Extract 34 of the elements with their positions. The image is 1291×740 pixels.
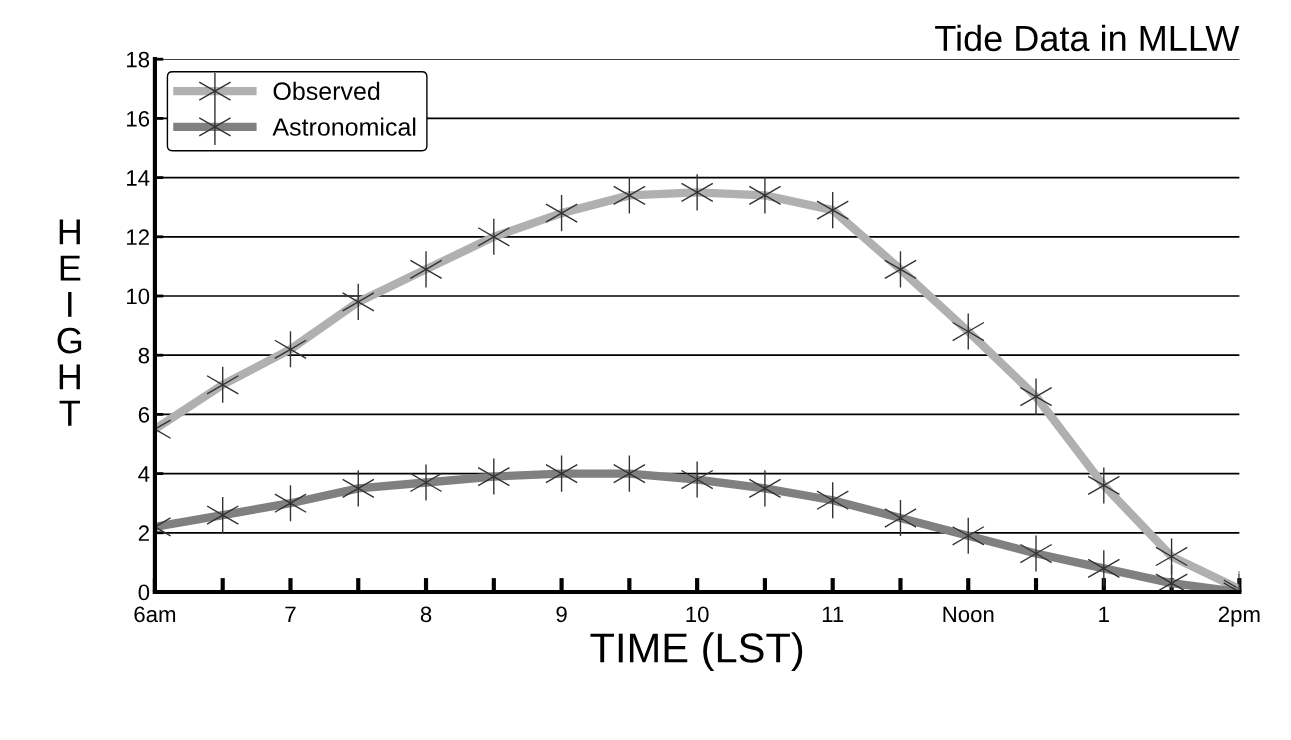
x-tick-label: 10 (686, 606, 709, 623)
y-tick-label: 6 (138, 406, 150, 423)
x-tick-label: Noon (943, 606, 994, 623)
point (1019, 377, 1053, 416)
chart-title: Tide Data in MLLW (935, 24, 1240, 52)
legend-label: Observed (273, 81, 380, 101)
point (748, 176, 782, 215)
x-tick-label: 1 (1099, 606, 1109, 622)
y-tick-label: 12 (127, 229, 149, 245)
y-tick-label: 10 (127, 288, 150, 305)
x-tick-label: 6am (134, 606, 176, 623)
x-tick-label: 11 (822, 606, 844, 622)
point (680, 173, 714, 212)
y-tick-label: 4 (138, 466, 150, 482)
x-axis-title: TIME (LST) (590, 632, 803, 671)
point (477, 218, 511, 256)
y-axis-title: HEIGHT (57, 219, 82, 426)
y-tick-label: 16 (127, 110, 150, 127)
x-tick-label: 8 (420, 606, 432, 623)
point (748, 469, 782, 508)
y-tick-label: 18 (127, 51, 150, 68)
point (1019, 534, 1053, 573)
legend-label: Astronomical (272, 117, 416, 136)
x-tick-label: 9 (556, 606, 567, 623)
x-tick-label: 7 (285, 606, 296, 622)
point (680, 460, 714, 499)
y-tick-label: 14 (127, 170, 150, 186)
point (409, 250, 443, 289)
y-tick-label: 8 (138, 347, 150, 364)
y-tick-label: 2 (138, 525, 149, 541)
x-tick-label: 2pm (1218, 606, 1260, 627)
point (409, 463, 443, 502)
y-tick-label: 0 (138, 584, 150, 601)
point (477, 457, 511, 496)
